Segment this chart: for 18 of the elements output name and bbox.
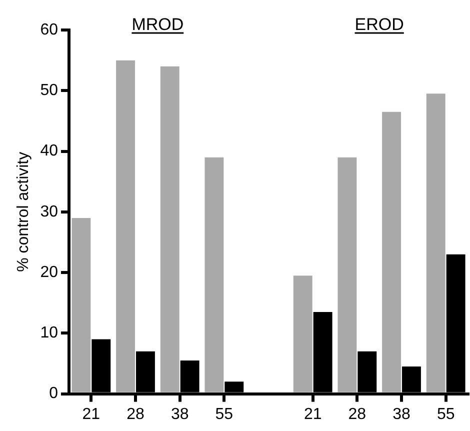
x-tick-label: 55 [436, 406, 455, 423]
y-tick-label: 20 [40, 264, 58, 281]
annotation: EROD [354, 15, 404, 34]
x-tick-label: 38 [392, 406, 410, 423]
x-tick-label: 55 [215, 406, 234, 423]
x-tick-label: 21 [304, 406, 322, 423]
y-tick-label: 60 [40, 21, 58, 38]
y-tick-label: 30 [40, 203, 58, 220]
y-tick-label: 50 [40, 82, 58, 100]
x-tick-label: 28 [126, 406, 144, 423]
y-axis-title: % control activity [15, 152, 32, 272]
x-tick-label: 38 [170, 406, 189, 423]
y-tick-label: 10 [40, 324, 58, 342]
x-tick-label: 21 [82, 406, 100, 423]
y-tick-label: 0 [49, 385, 58, 402]
y-tick-label: 40 [40, 142, 58, 160]
annotation: MROD [132, 15, 184, 34]
x-tick-label: 28 [348, 406, 366, 423]
